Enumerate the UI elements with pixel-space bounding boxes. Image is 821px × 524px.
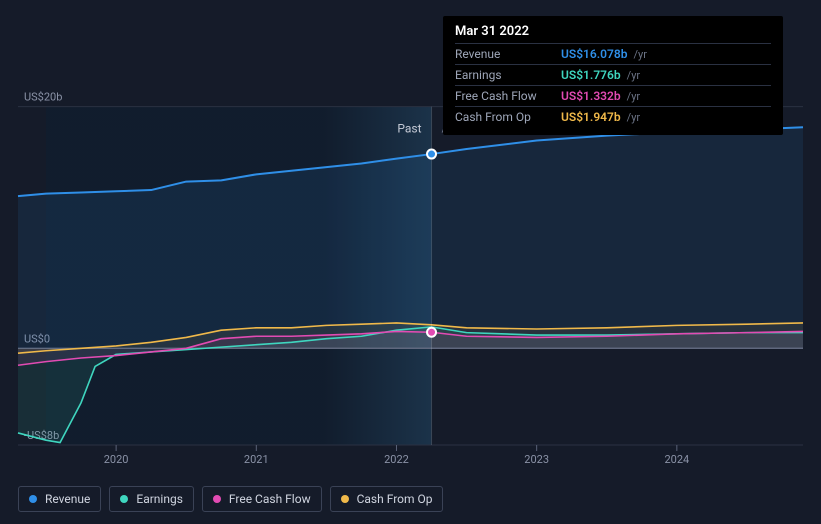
svg-text:2021: 2021 [244,453,269,466]
chart-legend: Revenue Earnings Free Cash Flow Cash From O… [18,486,443,512]
svg-text:Past: Past [397,122,421,136]
tooltip-row-label: Free Cash Flow [455,89,555,103]
tooltip-row-suffix: /yr [634,48,647,61]
legend-item-earnings[interactable]: Earnings [109,486,194,512]
svg-text:2023: 2023 [524,453,549,466]
legend-item-label: Free Cash Flow [229,492,311,506]
tooltip-row: Free Cash Flow US$1.332b/yr [455,85,771,106]
financials-chart: US$20bUS$0-US$8b20202021202220232024Past… [0,0,821,524]
tooltip-row-value: US$1.776b [561,68,621,82]
tooltip-row: Cash From Op US$1.947b/yr [455,106,771,127]
svg-text:2022: 2022 [384,453,409,466]
legend-dot-icon [120,495,128,503]
tooltip-row-label: Revenue [455,47,555,61]
legend-item-free_cash_flow[interactable]: Free Cash Flow [202,486,322,512]
chart-tooltip: Mar 31 2022 RevenueUS$16.078b/yrEarnings… [443,16,783,135]
svg-text:US$20b: US$20b [24,91,62,104]
legend-item-cash_from_op[interactable]: Cash From Op [330,486,444,512]
legend-item-label: Cash From Op [357,492,433,506]
tooltip-row-value: US$1.332b [561,89,621,103]
svg-text:2024: 2024 [664,453,689,466]
tooltip-row-label: Cash From Op [455,110,555,124]
tooltip-row-label: Earnings [455,68,555,82]
tooltip-row-suffix: /yr [627,90,640,103]
svg-text:2020: 2020 [104,453,129,466]
legend-dot-icon [29,495,37,503]
tooltip-title: Mar 31 2022 [455,24,771,39]
tooltip-row-suffix: /yr [627,69,640,82]
tooltip-row: Revenue US$16.078b/yr [455,43,771,64]
tooltip-row-value: US$16.078b [561,47,628,61]
legend-item-label: Earnings [136,492,183,506]
tooltip-row-value: US$1.947b [561,110,621,124]
tooltip-row: Earnings US$1.776b/yr [455,64,771,85]
legend-item-label: Revenue [45,492,90,506]
legend-item-revenue[interactable]: Revenue [18,486,101,512]
legend-dot-icon [341,495,349,503]
legend-dot-icon [213,495,221,503]
tooltip-row-suffix: /yr [627,111,640,124]
